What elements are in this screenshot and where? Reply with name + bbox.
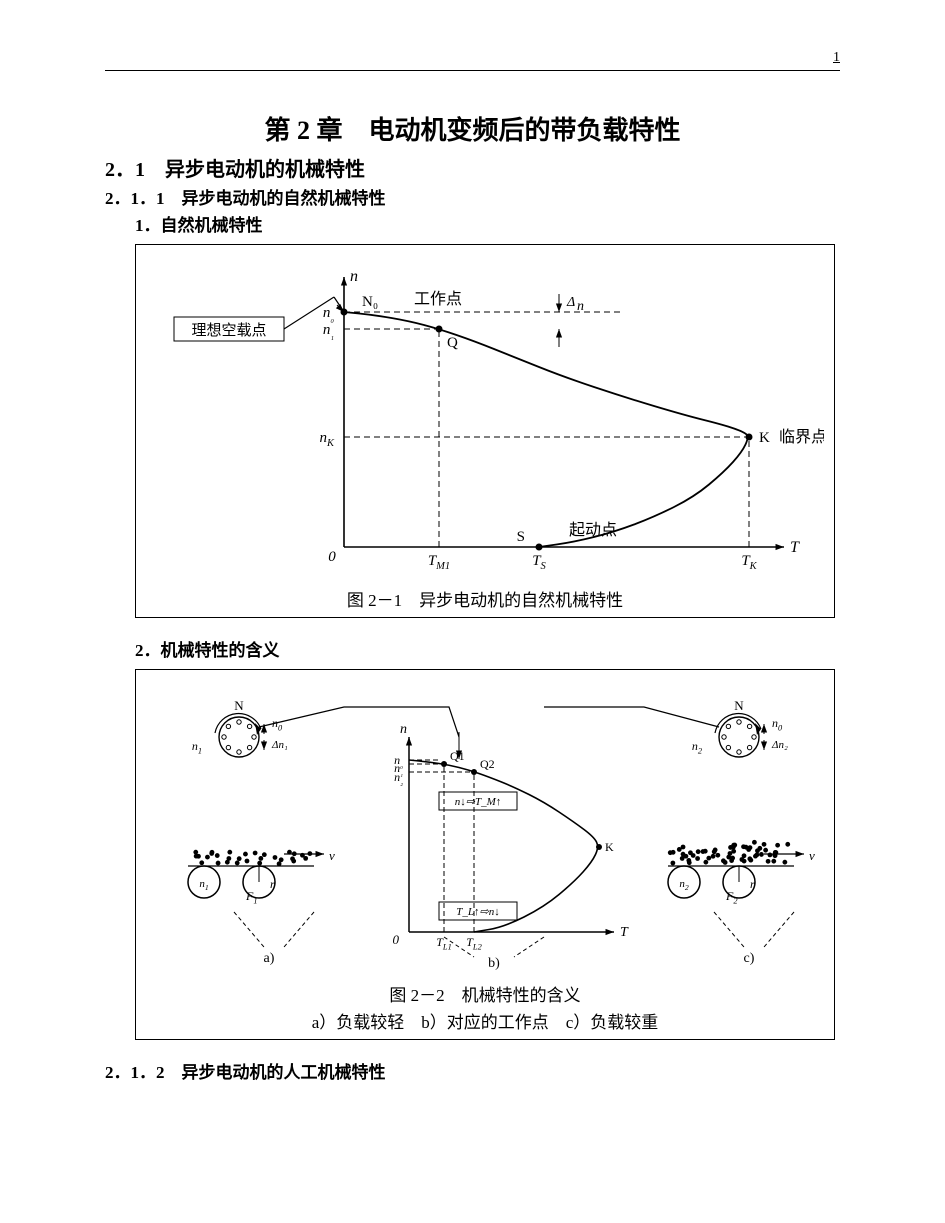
svg-text:n2: n2: [692, 739, 702, 755]
svg-text:Δn₂: Δn₂: [771, 739, 788, 751]
svg-text:工作点: 工作点: [414, 290, 462, 308]
svg-text:a): a): [264, 951, 275, 966]
figure-2-1-box: 0nTn₀n₁nKTM1TSTKN₀QKS工作点临界点起动点Δn理想空载点 图 …: [135, 244, 835, 618]
svg-text:K: K: [759, 430, 770, 446]
svg-text:Δn₁: Δn₁: [271, 739, 288, 751]
header-rule: [105, 70, 840, 71]
svg-text:T_L↑⇨n↓: T_L↑⇨n↓: [456, 906, 499, 918]
svg-text:0: 0: [393, 932, 400, 947]
svg-text:Δ: Δ: [566, 295, 575, 310]
svg-text:TK: TK: [741, 553, 757, 572]
svg-text:v: v: [809, 848, 815, 863]
svg-text:v: v: [329, 848, 335, 863]
svg-text:N: N: [234, 698, 244, 713]
svg-text:T: T: [620, 925, 629, 940]
svg-text:K: K: [605, 840, 614, 854]
page: 1 第 2 章 电动机变频后的带负载特性 2．1 异步电动机的机械特性 2．1．…: [0, 0, 945, 1223]
svg-text:F1: F1: [245, 889, 258, 905]
figure-2-1-svg: 0nTn₀n₁nKTM1TSTKN₀QKS工作点临界点起动点Δn理想空载点: [144, 257, 824, 577]
svg-text:F2: F2: [725, 889, 738, 905]
svg-text:n: n: [350, 268, 358, 285]
section-2-1-2-title: 2．1．2 异步电动机的人工机械特性: [105, 1058, 840, 1083]
svg-text:n: n: [577, 299, 584, 314]
svg-text:理想空载点: 理想空载点: [191, 322, 266, 339]
svg-text:n1: n1: [192, 739, 202, 755]
svg-text:n: n: [400, 722, 407, 737]
item-1-title: 1．自然机械特性: [135, 211, 840, 236]
svg-text:N: N: [734, 698, 744, 713]
svg-text:r: r: [750, 877, 755, 891]
figure-2-2-svg: 0nTn₀n₁n₂TL1TL2Q1Q2Kn↓⇨T_M↑T_L↑⇨n↓Nn0n1Δ…: [144, 682, 824, 972]
svg-text:TL2: TL2: [466, 935, 482, 951]
figure-2-2-box: 0nTn₀n₁n₂TL1TL2Q1Q2Kn↓⇨T_M↑T_L↑⇨n↓Nn0n1Δ…: [135, 669, 835, 1040]
svg-text:0: 0: [328, 549, 336, 565]
svg-text:nK: nK: [319, 430, 335, 449]
svg-text:TM1: TM1: [428, 553, 450, 572]
chapter-title: 第 2 章 电动机变频后的带负载特性: [105, 110, 840, 147]
svg-text:Q2: Q2: [480, 757, 495, 771]
svg-text:TS: TS: [532, 553, 546, 572]
svg-text:Q: Q: [447, 335, 458, 351]
svg-text:c): c): [744, 951, 755, 966]
svg-text:n2: n2: [679, 878, 689, 892]
figure-2-2-caption: 图 2－2 机械特性的含义: [144, 981, 826, 1006]
svg-text:S: S: [517, 529, 525, 545]
svg-text:起动点: 起动点: [569, 521, 617, 539]
item-2-title: 2．机械特性的含义: [135, 636, 840, 661]
svg-text:N₀: N₀: [362, 294, 378, 310]
figure-2-2-subcaption: a）负载较轻 b）对应的工作点 c）负载较重: [144, 1008, 826, 1033]
svg-text:临界点: 临界点: [779, 428, 824, 446]
svg-text:n1: n1: [199, 878, 209, 892]
svg-text:n0: n0: [272, 716, 283, 732]
content: 第 2 章 电动机变频后的带负载特性 2．1 异步电动机的机械特性 2．1．1 …: [105, 110, 840, 1085]
section-2-1-1-title: 2．1．1 异步电动机的自然机械特性: [105, 184, 840, 209]
svg-text:n↓⇨T_M↑: n↓⇨T_M↑: [455, 796, 502, 808]
figure-2-1-caption: 图 2－1 异步电动机的自然机械特性: [144, 586, 826, 611]
svg-text:n0: n0: [772, 716, 783, 732]
svg-text:b): b): [488, 956, 500, 971]
page-number: 1: [833, 50, 840, 66]
svg-text:n₁: n₁: [323, 322, 334, 341]
section-2-1-title: 2．1 异步电动机的机械特性: [105, 153, 840, 182]
svg-text:Q1: Q1: [450, 749, 465, 763]
svg-text:r: r: [270, 877, 275, 891]
svg-text:T: T: [790, 539, 800, 556]
